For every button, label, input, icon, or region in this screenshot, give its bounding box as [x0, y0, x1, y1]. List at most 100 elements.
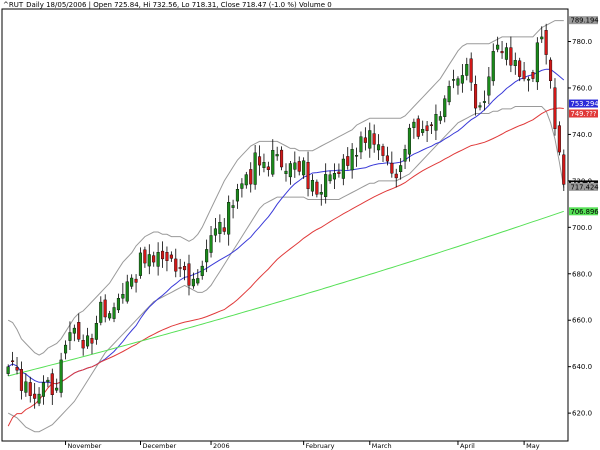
candle [191, 272, 195, 289]
candle-body [328, 174, 332, 182]
candle-body [138, 252, 143, 276]
candle-body [108, 313, 112, 319]
x-tick-label: December [142, 442, 176, 450]
candle-body [324, 174, 328, 197]
candle-body [262, 162, 266, 168]
candle [452, 69, 456, 89]
candle [130, 274, 134, 290]
candle [306, 151, 310, 197]
y-tick-label: 640.0 [572, 363, 592, 371]
candle [174, 248, 178, 278]
candle-body [125, 281, 129, 302]
candle-body [85, 335, 90, 347]
candle-body [235, 188, 240, 202]
candle [332, 163, 337, 189]
candle-body [275, 154, 279, 157]
candle-body [504, 47, 509, 60]
candle-body [240, 183, 244, 189]
candle-body [174, 258, 178, 272]
candle-body [196, 278, 200, 284]
candle [169, 251, 173, 262]
candle [99, 296, 103, 326]
candle [509, 36, 513, 73]
candle-body [165, 251, 169, 261]
candle [527, 76, 531, 92]
candle-body [381, 146, 385, 156]
candle [474, 75, 478, 116]
candle-body [332, 172, 337, 180]
candle [469, 52, 473, 91]
x-tick-label: February [306, 442, 335, 450]
ma-mid-line [7, 107, 564, 427]
candle-body [160, 250, 165, 260]
candle-body [465, 64, 469, 76]
candle [6, 364, 10, 376]
candle-body [209, 235, 213, 253]
candle-body [200, 265, 204, 276]
candle [160, 241, 165, 268]
candle-body [341, 158, 345, 179]
candle-body [500, 51, 504, 54]
candle-body [407, 127, 412, 155]
candle [94, 315, 98, 345]
price-tag-label: 717.424 [571, 183, 599, 191]
candle [165, 246, 169, 272]
candle [280, 146, 284, 171]
candle-body [72, 327, 76, 334]
candle-body [469, 58, 473, 83]
candle-body [350, 149, 354, 171]
candle-body [474, 84, 478, 109]
price-tag-label: 753.294 [571, 100, 599, 108]
candle [156, 242, 160, 276]
candle-body [553, 87, 557, 129]
candle-body [37, 393, 41, 404]
x-tick-label: November [68, 442, 102, 450]
candle [346, 147, 350, 170]
candle-body [540, 36, 544, 40]
ma-slow-line [8, 210, 564, 377]
candle [544, 23, 548, 65]
candle [491, 43, 495, 86]
candle [55, 378, 59, 393]
x-tick-label: April [460, 442, 475, 450]
candle-body [169, 254, 173, 259]
candle [425, 120, 429, 142]
candle [412, 118, 416, 139]
candle-body [284, 170, 288, 174]
candle [72, 324, 76, 342]
y-tick-label: 780.0 [572, 38, 592, 46]
candle-body [315, 181, 319, 195]
candle-body [280, 149, 284, 168]
candle [513, 52, 517, 75]
candle-body [244, 174, 248, 186]
candle [500, 41, 504, 59]
candle [90, 333, 94, 355]
candle-body [10, 360, 15, 362]
price-tag: 717.424 [569, 182, 599, 191]
price-tag: 789.194 [569, 16, 599, 25]
candle-body [77, 322, 81, 340]
candle-body [372, 133, 376, 145]
chart-header: ^RUT Daily 18/05/2006 | Open 725.84, Hi 7… [3, 1, 332, 9]
ohlc-readout: Open 725.84, Hi 732.56, Lo 718.31, Close… [93, 1, 332, 9]
candle-body [456, 78, 460, 86]
candle [112, 302, 116, 323]
candle [377, 134, 381, 160]
candle [385, 146, 390, 166]
candle-body [33, 393, 37, 399]
candle-body [81, 340, 85, 349]
candle [518, 57, 522, 82]
candle-body [191, 278, 195, 287]
candle-body [460, 75, 464, 84]
candle-body [346, 156, 350, 166]
candle [24, 373, 28, 397]
candle-body [425, 125, 429, 131]
x-tick-label: March [372, 442, 392, 450]
candle-body [306, 161, 310, 189]
candle [350, 143, 354, 179]
candle-body [288, 163, 292, 178]
candle-body [518, 60, 522, 77]
bollinger-lower-line [7, 106, 565, 433]
candle-body [482, 101, 487, 103]
candle [227, 195, 231, 246]
